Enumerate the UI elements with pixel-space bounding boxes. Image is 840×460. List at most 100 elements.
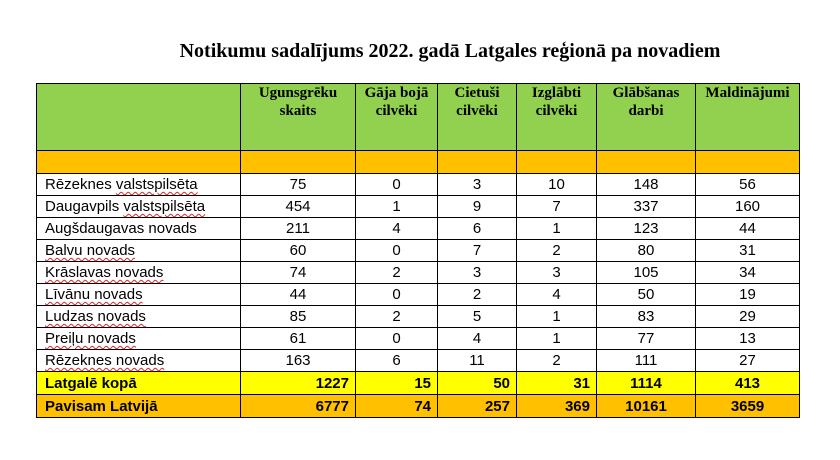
region-name-part: Balvu novads [45, 242, 136, 259]
header-cell-deaths: Gāja bojā cilvēki [355, 83, 438, 151]
region-name-cell: Preiļu novads [36, 327, 241, 350]
value-cell: 163 [240, 349, 356, 372]
table-row: Augšdaugavas novads 211 4 6 1 123 44 [36, 217, 800, 240]
value-cell: 0 [355, 239, 438, 262]
value-cell: 3 [437, 261, 517, 284]
value-cell: 1227 [240, 371, 356, 395]
value-cell: 13 [695, 327, 800, 350]
value-cell: 5 [437, 305, 517, 328]
incidents-table: Ugunsgrēku skaits Gāja bojā cilvēki Ciet… [36, 83, 800, 418]
value-cell: 6 [355, 349, 438, 372]
table-row: Rēzeknes valstspilsēta 75 0 3 10 148 56 [36, 173, 800, 196]
grand-total-row-label: Pavisam Latvijā [36, 394, 241, 418]
grand-total-row: Pavisam Latvijā 6777 74 257 369 10161 3659 [36, 394, 800, 418]
value-cell: 50 [437, 371, 517, 395]
header-cell-false-alarms: Maldinājumi [695, 83, 800, 151]
value-cell: 80 [596, 239, 696, 262]
value-cell: 31 [516, 371, 597, 395]
value-cell: 0 [355, 173, 438, 196]
value-cell: 1 [516, 217, 597, 240]
value-cell: 29 [695, 305, 800, 328]
region-name-part: valstspilsēta [115, 176, 198, 193]
value-cell: 3 [437, 173, 517, 196]
region-name-cell: Krāslavas novads [36, 261, 241, 284]
table-row: Ludzas novads 85 2 5 1 83 29 [36, 305, 800, 328]
value-cell: 105 [596, 261, 696, 284]
value-cell: 74 [355, 394, 438, 418]
value-cell: 10 [516, 173, 597, 196]
table-row: Rēzeknes novads 163 6 11 2 111 27 [36, 349, 800, 372]
value-cell: 31 [695, 239, 800, 262]
table-row: Līvānu novads 44 0 2 4 50 19 [36, 283, 800, 306]
separator-band-row [36, 150, 800, 174]
value-cell: 2 [355, 305, 438, 328]
value-cell: 123 [596, 217, 696, 240]
value-cell: 6777 [240, 394, 356, 418]
report-title: Notikumu sadalījums 2022. gadā Latgales … [179, 40, 721, 62]
region-name-part: Augšdaugavas novads [45, 220, 197, 237]
value-cell: 77 [596, 327, 696, 350]
header-cell-region [36, 83, 241, 151]
region-name-cell: Līvānu novads [36, 283, 241, 306]
value-cell: 50 [596, 283, 696, 306]
region-name-part: Rēzeknes novads [45, 352, 165, 369]
region-name-part: Preiļu novads [45, 330, 136, 347]
total-row-label: Latgalē kopā [36, 371, 241, 395]
value-cell: 60 [240, 239, 356, 262]
value-cell: 1 [516, 327, 597, 350]
value-cell: 1 [516, 305, 597, 328]
value-cell: 369 [516, 394, 597, 418]
value-cell: 15 [355, 371, 438, 395]
region-name-part: Rēzeknes [45, 176, 116, 193]
value-cell: 3 [516, 261, 597, 284]
value-cell: 413 [695, 371, 800, 395]
header-cell-fires: Ugunsgrēku skaits [240, 83, 356, 151]
region-name-part: Daugavpils [45, 198, 124, 215]
value-cell: 44 [240, 283, 356, 306]
header-row: Ugunsgrēku skaits Gāja bojā cilvēki Ciet… [36, 83, 800, 151]
region-name-cell: Rēzeknes novads [36, 349, 241, 372]
value-cell: 61 [240, 327, 356, 350]
value-cell: 19 [695, 283, 800, 306]
value-cell: 337 [596, 195, 696, 218]
value-cell: 0 [355, 327, 438, 350]
value-cell: 74 [240, 261, 356, 284]
value-cell: 44 [695, 217, 800, 240]
header-cell-rescued: Izglābti cilvēki [516, 83, 597, 151]
value-cell: 34 [695, 261, 800, 284]
header-cell-injured: Cietuši cilvēki [437, 83, 517, 151]
header-cell-rescue-works: Glābšanas darbi [596, 83, 696, 151]
table-row: Daugavpils valstspilsēta 454 1 9 7 337 160 [36, 195, 800, 218]
value-cell: 11 [437, 349, 517, 372]
value-cell: 7 [516, 195, 597, 218]
region-name-part: Līvānu novads [45, 286, 143, 303]
value-cell: 7 [437, 239, 517, 262]
region-name-part: valstspilsēta [123, 198, 206, 215]
value-cell: 148 [596, 173, 696, 196]
table-row: Balvu novads 60 0 7 2 80 31 [36, 239, 800, 262]
value-cell: 0 [355, 283, 438, 306]
value-cell: 2 [355, 261, 438, 284]
table-row: Preiļu novads 61 0 4 1 77 13 [36, 327, 800, 350]
value-cell: 1114 [596, 371, 696, 395]
value-cell: 2 [437, 283, 517, 306]
region-name-cell: Balvu novads [36, 239, 241, 262]
value-cell: 27 [695, 349, 800, 372]
value-cell: 160 [695, 195, 800, 218]
value-cell: 4 [437, 327, 517, 350]
value-cell: 2 [516, 349, 597, 372]
value-cell: 75 [240, 173, 356, 196]
region-name-cell: Augšdaugavas novads [36, 217, 241, 240]
value-cell: 83 [596, 305, 696, 328]
region-name-cell: Ludzas novads [36, 305, 241, 328]
value-cell: 211 [240, 217, 356, 240]
region-name-cell: Rēzeknes valstspilsēta [36, 173, 241, 196]
table-row: Krāslavas novads 74 2 3 3 105 34 [36, 261, 800, 284]
total-row: Latgalē kopā 1227 15 50 31 1114 413 [36, 371, 800, 395]
value-cell: 6 [437, 217, 517, 240]
value-cell: 3659 [695, 394, 800, 418]
region-name-part: Ludzas novads [45, 308, 146, 325]
value-cell: 1 [355, 195, 438, 218]
region-name-part: Krāslavas novads [45, 264, 164, 281]
value-cell: 4 [516, 283, 597, 306]
